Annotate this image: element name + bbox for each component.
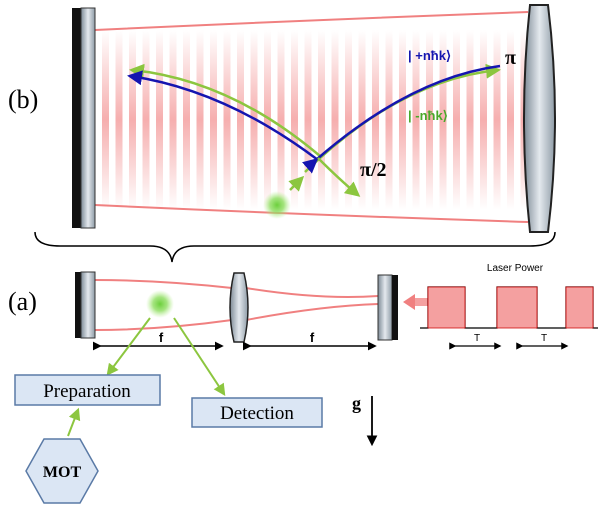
arrow (173, 317, 226, 397)
laser-arrow (403, 294, 415, 310)
stripe (507, 30, 514, 210)
trajectory (317, 157, 361, 197)
stripe (466, 30, 474, 210)
stripe (439, 30, 447, 210)
stripe (493, 30, 501, 210)
stripe (277, 30, 285, 210)
box (191, 397, 323, 428)
stripe (156, 30, 163, 210)
trajectory (129, 63, 321, 157)
box (14, 374, 161, 406)
atom (146, 290, 174, 318)
stripe (399, 30, 406, 210)
stripe (453, 30, 460, 210)
stripe (223, 30, 231, 210)
label: π (505, 47, 516, 69)
state-label: | +nħk⟩ (408, 48, 451, 63)
focal-label: f (159, 330, 164, 345)
arrow (106, 317, 151, 376)
beam-edge (94, 279, 233, 331)
stripe (480, 30, 487, 210)
mirror (392, 275, 398, 340)
gravity-label: g (352, 393, 361, 413)
box-label: Detection (220, 403, 294, 424)
stripe (331, 30, 339, 210)
lens (229, 272, 249, 343)
stripe (412, 30, 420, 210)
mirror (75, 272, 81, 338)
pulse (427, 286, 594, 329)
standing-wave (102, 30, 528, 210)
mirror (80, 271, 96, 339)
stripe (358, 30, 366, 210)
period-label: T (474, 333, 480, 344)
panel-label: (a) (8, 287, 37, 316)
stripe (129, 30, 136, 210)
mirror (72, 8, 81, 228)
beam-edge (94, 11, 529, 31)
stripe (264, 30, 271, 210)
mirror (80, 7, 96, 229)
stripe (385, 30, 393, 210)
stripe (426, 30, 433, 210)
box-label: Preparation (43, 381, 131, 402)
label: π/2 (360, 159, 387, 181)
curved-mirror (523, 4, 556, 233)
beam-edge (245, 287, 379, 321)
stripe (210, 30, 217, 210)
stripe (196, 30, 204, 210)
stripe (372, 30, 379, 210)
stripe (318, 30, 325, 210)
stripe (115, 30, 123, 210)
period-label: T (541, 333, 547, 344)
stripe (169, 30, 177, 210)
hexagon (25, 438, 99, 504)
panel-label: (b) (8, 85, 38, 114)
stripe (304, 30, 312, 210)
stripe (291, 30, 298, 210)
mirror (377, 274, 393, 341)
stripe (237, 30, 244, 210)
trajectory (302, 64, 501, 174)
focal-label: f (310, 330, 315, 345)
stripe (183, 30, 190, 210)
stripe (345, 30, 352, 210)
axis-label: Laser Power (487, 263, 544, 274)
arrow (67, 407, 81, 437)
state-label: | -nħk⟩ (408, 108, 448, 123)
stripe (142, 30, 150, 210)
stripe (102, 30, 109, 210)
beam-edge (94, 204, 529, 223)
arrow (288, 175, 305, 192)
box-label: MOT (43, 464, 82, 481)
brace (34, 231, 556, 263)
atom (263, 191, 291, 219)
trajectory (127, 70, 319, 161)
